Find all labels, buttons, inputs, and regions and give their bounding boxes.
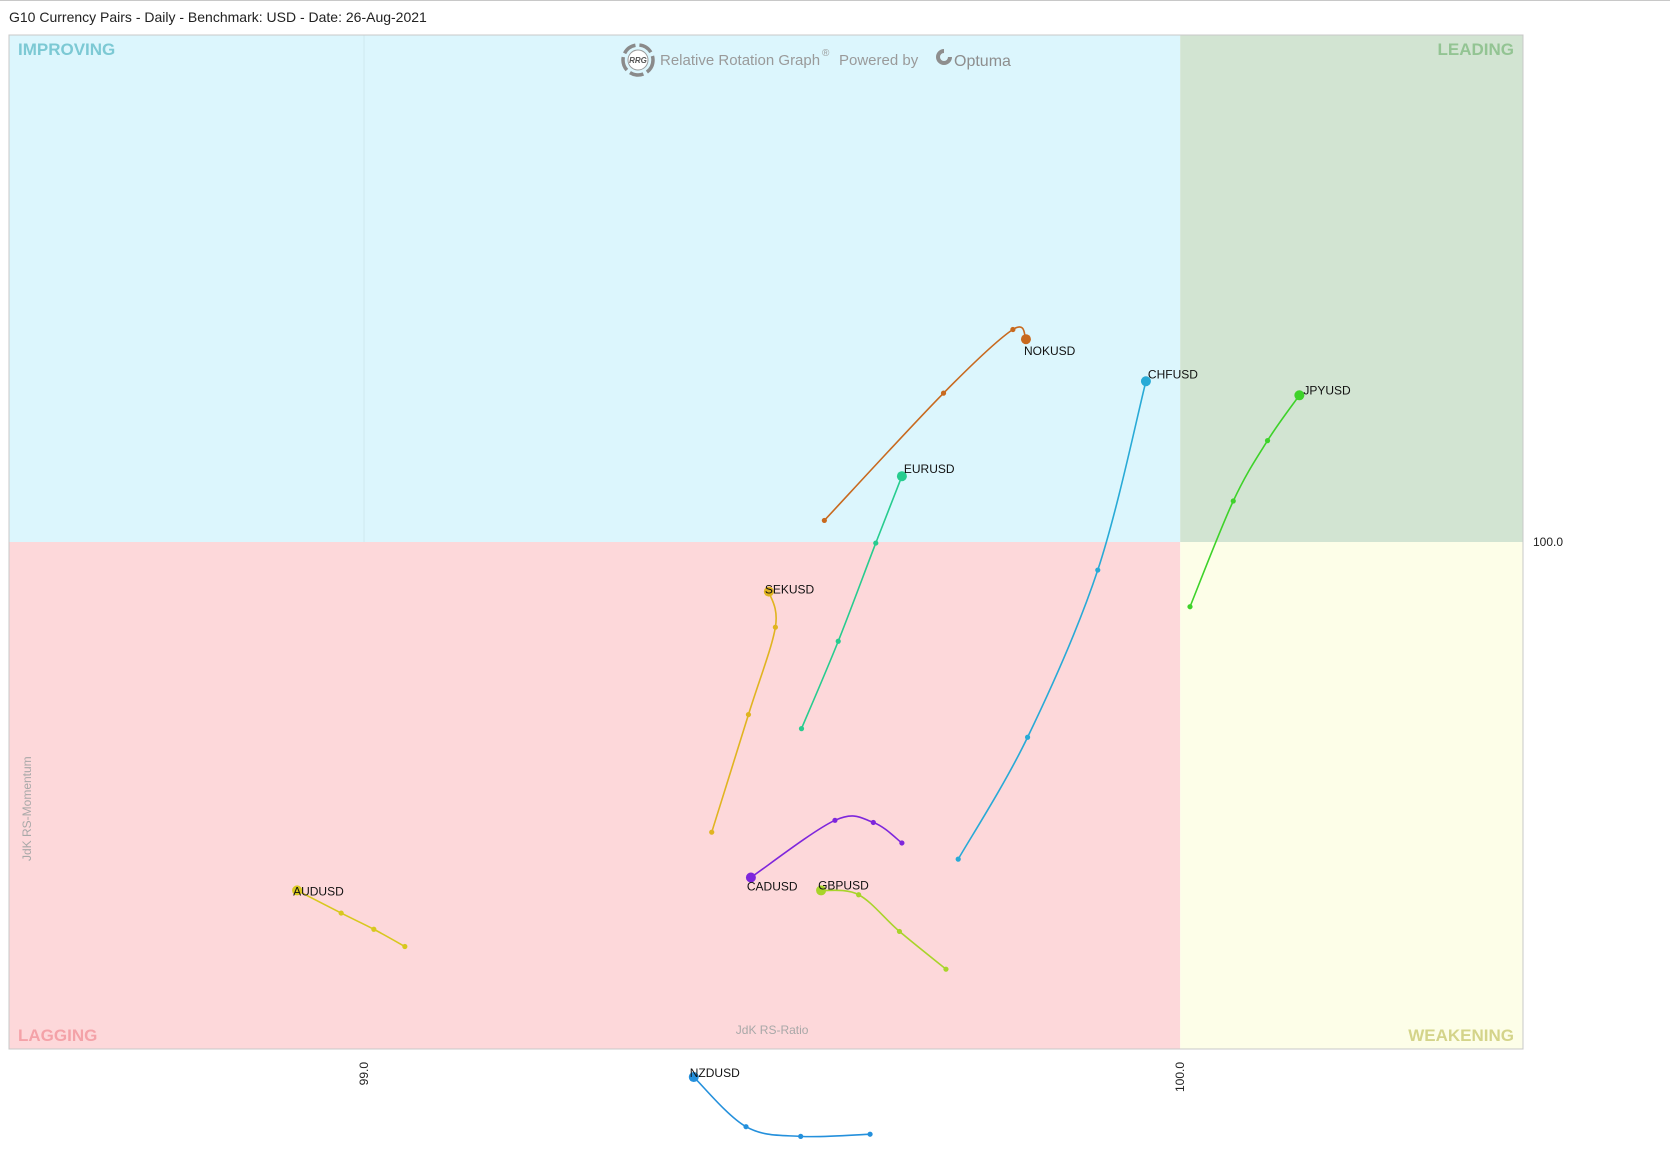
series-label-sekusd: SEKUSD [765,583,815,597]
tail-point-nokusd [1010,326,1016,333]
y-axis-title: JdK RS-Momentum [20,756,34,861]
series-sekusd: SEKUSD [709,583,815,835]
tail-point-nokusd [940,390,947,396]
tail-point-sekusd [709,829,715,835]
head-point-cadusd[interactable] [745,872,756,883]
tail-line-sekusd [710,591,777,833]
x-tick-label-99: 99.0 [357,1062,371,1086]
weakening-quadrant [1180,542,1523,1049]
tail-point-chfusd [1024,734,1031,740]
series-gbpusd: GBPUSD [816,878,949,972]
tail-point-cadusd [832,817,838,823]
quadrant-label-improving: IMPROVING [18,40,115,59]
series-label-eurusd: EURUSD [904,462,955,476]
optuma-logo-icon [936,49,952,65]
x-tick-label-100: 100.0 [1173,1062,1187,1092]
tail-point-nzdusd [743,1124,749,1130]
tail-point-chfusd [1095,567,1101,573]
tail-point-cadusd [870,819,876,826]
tail-point-nzdusd [867,1131,873,1137]
powered-by-text: Powered by [839,52,919,69]
rrg-logo-text: RRG [629,56,647,65]
tail-line-jpyusd [1189,394,1301,608]
head-point-chfusd[interactable] [1140,376,1151,387]
tail-line-chfusd [957,381,1147,860]
lagging-quadrant [9,542,1181,1049]
tail-point-nzdusd [798,1133,804,1139]
tail-point-jpyusd [1230,498,1236,504]
tail-point-sekusd [745,711,752,718]
rrg-logo-icon: RRG [621,43,655,77]
tail-line-audusd [296,889,406,948]
series-label-nzdusd: NZDUSD [690,1066,740,1080]
quadrant-label-leading: LEADING [1438,40,1515,59]
series-cadusd: CADUSD [745,815,905,893]
y-tick-label-100: 100.0 [1533,535,1563,549]
tail-point-audusd [402,943,408,950]
watermark-text: Relative Rotation Graph [660,52,820,69]
top-border-line [0,0,1670,1]
tail-line-eurusd [800,475,903,729]
series-label-chfusd: CHFUSD [1148,367,1198,381]
series-audusd: AUDUSD [292,884,408,950]
tail-point-audusd [371,926,377,932]
plot-border [8,34,1524,1050]
tail-point-gbpusd [896,928,903,935]
head-point-sekusd[interactable] [763,586,774,597]
head-point-nzdusd[interactable] [688,1072,699,1083]
improving-quadrant [9,35,1181,542]
tail-point-jpyusd [1187,604,1193,610]
series-chfusd: CHFUSD [955,367,1198,862]
series-label-nokusd: NOKUSD [1024,344,1076,358]
series-label-audusd: AUDUSD [293,884,344,898]
series-label-gbpusd: GBPUSD [818,878,869,892]
tail-point-eurusd [835,638,841,644]
head-point-gbpusd[interactable] [816,885,827,896]
leading-quadrant [1180,35,1523,542]
head-point-nokusd[interactable] [1020,334,1031,345]
tail-line-gbpusd [821,889,947,970]
chart-title: G10 Currency Pairs - Daily - Benchmark: … [9,9,427,25]
quadrant-label-weakening: WEAKENING [1408,1026,1514,1045]
tail-point-eurusd [798,726,805,732]
rrg-watermark: RRG Relative Rotation Graph ® Powered by… [621,43,1011,77]
series-nokusd: NOKUSD [821,326,1076,524]
tail-point-sekusd [772,624,778,630]
tail-point-audusd [338,910,344,916]
tail-line-cadusd [750,815,903,879]
quadrant-label-lagging: LAGGING [18,1026,97,1045]
series-nzdusd: NZDUSD [688,1066,873,1139]
tail-point-chfusd [955,856,961,862]
series-eurusd: EURUSD [798,462,955,732]
tail-point-jpyusd [1264,438,1271,444]
optuma-brand-text: Optuma [954,53,1011,70]
head-point-eurusd[interactable] [896,471,907,482]
registered-mark: ® [822,48,830,59]
series-label-jpyusd: JPYUSD [1303,383,1351,397]
tail-point-nokusd [821,517,827,524]
tail-line-nzdusd [693,1076,871,1138]
series-layer: NOKUSD CHFUSD JPYUSD EURUSD SEKUSD CADUSD GBPU… [292,326,1351,1139]
tail-line-nokusd [823,326,1027,521]
x-axis-title: JdK RS-Ratio [736,1023,809,1037]
series-jpyusd: JPYUSD [1187,383,1351,610]
series-label-cadusd: CADUSD [747,879,798,893]
head-point-jpyusd[interactable] [1294,390,1305,401]
head-point-audusd[interactable] [292,885,303,896]
tail-point-gbpusd [856,892,862,898]
tail-point-cadusd [899,840,905,846]
tail-point-eurusd [873,540,879,546]
tail-point-gbpusd [943,966,949,972]
